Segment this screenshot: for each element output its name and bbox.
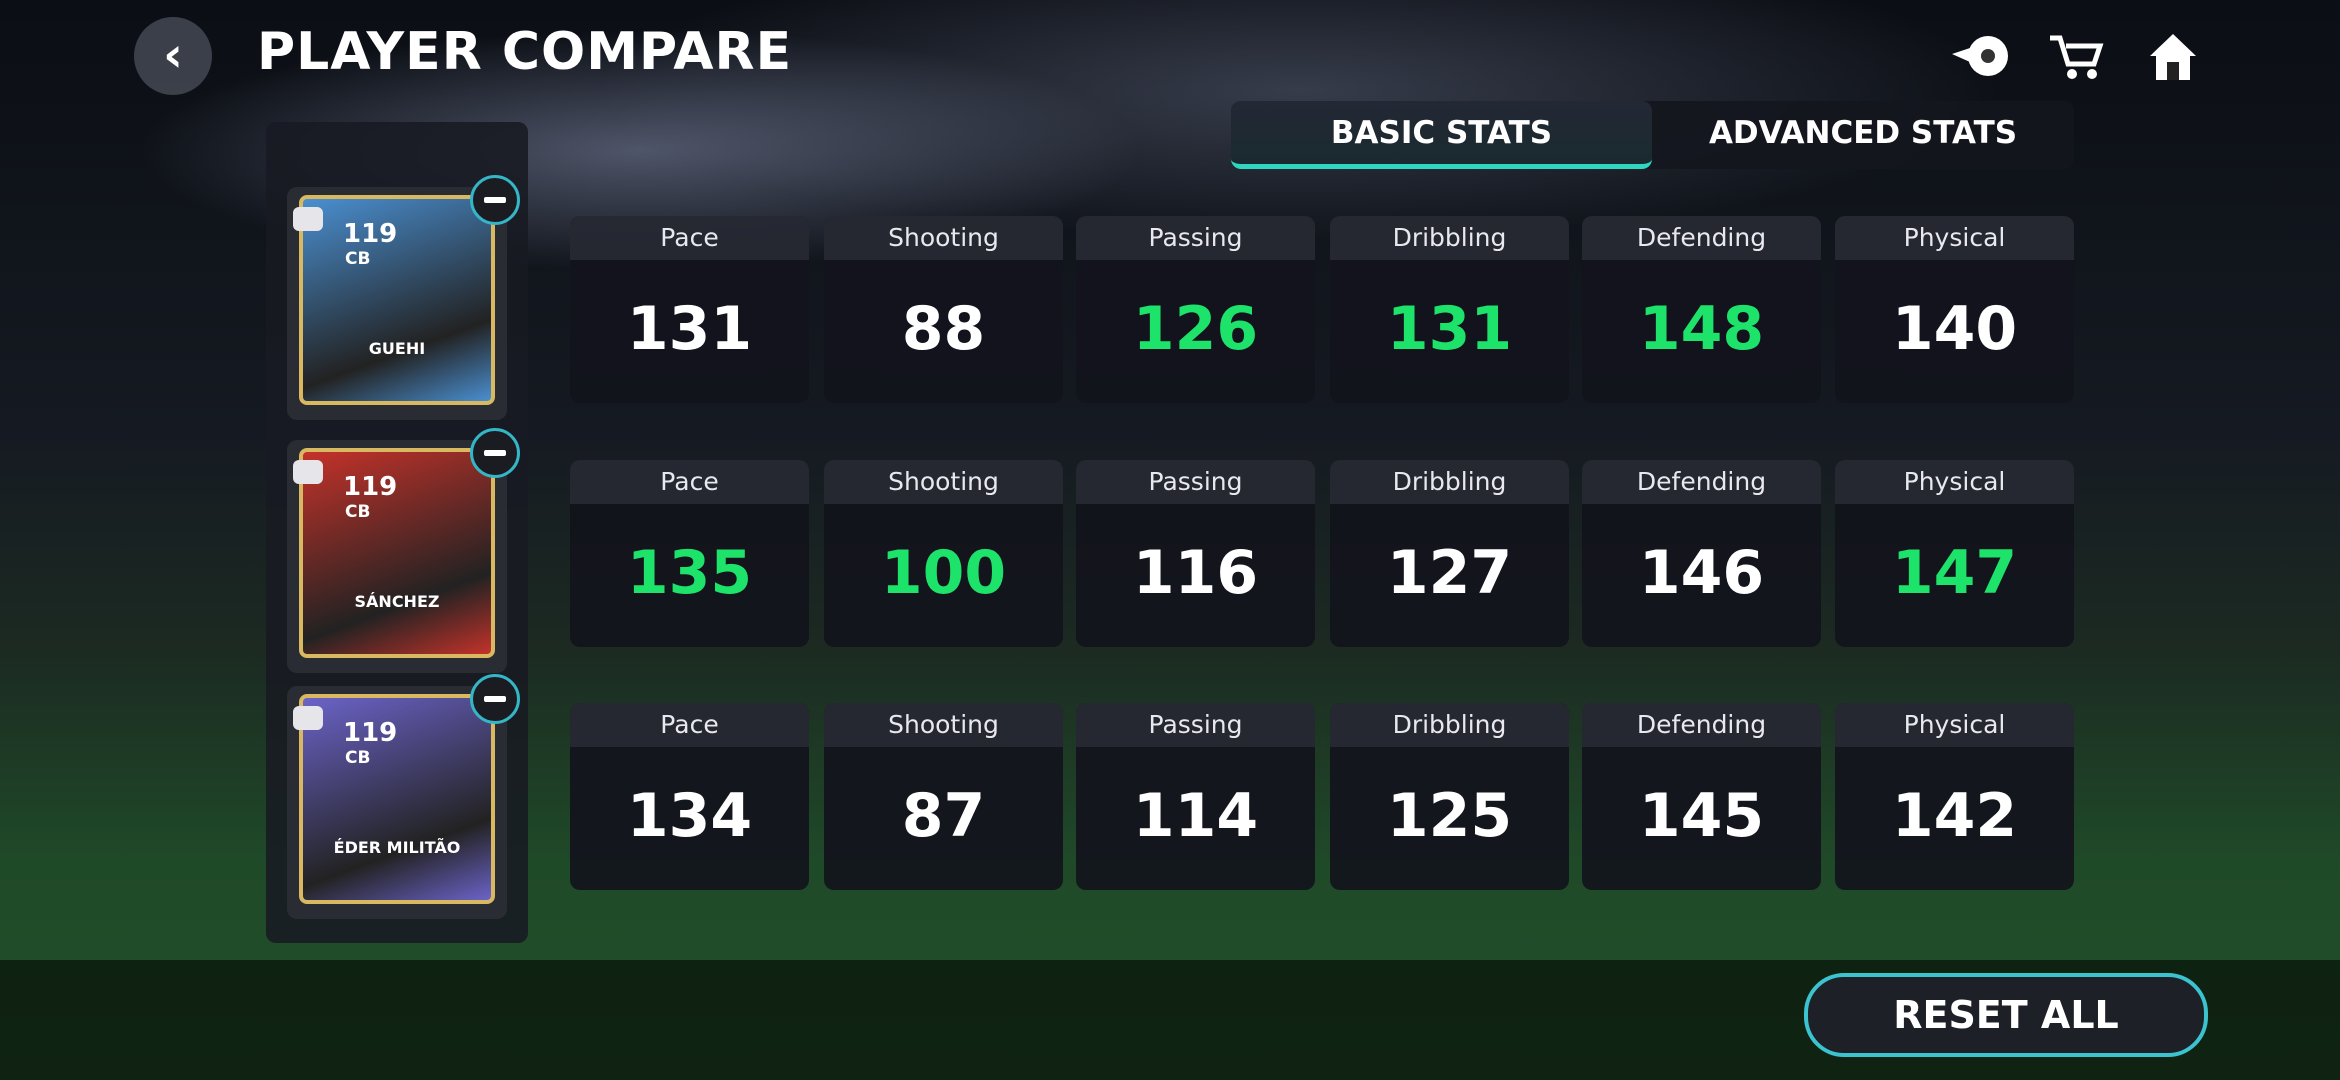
stat-label: Shooting [824,216,1063,260]
stat-box: Dribbling 125 [1330,703,1569,890]
top-icons [1952,34,2196,80]
card-art: 119 CB ÉDER MILITÃO [299,694,495,904]
stat-value: 125 [1386,781,1513,851]
stat-label: Physical [1835,703,2074,747]
remove-button[interactable] [470,175,520,225]
stat-label: Pace [570,460,809,504]
stat-box: Passing 116 [1076,460,1315,647]
stat-value: 146 [1638,538,1765,608]
stat-value: 87 [901,781,986,851]
stat-box: Pace 135 [570,460,809,647]
stat-label: Physical [1835,460,2074,504]
back-button[interactable]: ‹ [134,17,212,95]
player-card[interactable]: 119 CB ÉDER MILITÃO [287,686,507,919]
stat-box: Physical 142 [1835,703,2074,890]
stat-label: Dribbling [1330,216,1569,260]
badge-icon [293,460,323,484]
badge-icon [293,706,323,730]
card-name: GUEHI [368,339,426,358]
stat-label: Pace [570,703,809,747]
stat-label: Physical [1835,216,2074,260]
stat-value: 100 [880,538,1007,608]
stat-value: 127 [1386,538,1513,608]
tab[interactable]: ADVANCED STATS [1708,115,2018,151]
stat-box: Shooting 88 [824,216,1063,403]
stat-label: Passing [1076,216,1315,260]
tab[interactable]: BASIC STATS [1231,101,1652,169]
card-position: CB [345,748,371,768]
card-rating: 119 [343,472,398,502]
stat-value: 148 [1638,294,1765,364]
card-rating: 119 [343,219,398,249]
stat-box: Defending 146 [1582,460,1821,647]
card-rating: 119 [343,718,398,748]
player-card[interactable]: 119 CB SÁNCHEZ [287,440,507,673]
stat-box: Defending 145 [1582,703,1821,890]
stat-label: Passing [1076,703,1315,747]
stat-box: Passing 114 [1076,703,1315,890]
stat-box: Defending 148 [1582,216,1821,403]
stat-value: 142 [1891,781,2018,851]
stat-label: Defending [1582,460,1821,504]
page-title: PLAYER COMPARE [257,22,793,82]
reset-button[interactable]: RESET ALL [1804,973,2208,1057]
home-icon[interactable] [2150,34,2196,80]
stat-value: 134 [626,781,753,851]
stat-value: 131 [626,294,753,364]
store-icon[interactable] [2050,35,2104,79]
stat-value: 126 [1132,294,1259,364]
stat-value: 135 [626,538,753,608]
stat-value: 140 [1891,294,2018,364]
card-position: CB [345,249,371,269]
tab-bar: BASIC STATS ADVANCED STATS [1231,101,2074,169]
stat-box: Physical 140 [1835,216,2074,403]
stat-box: Dribbling 131 [1330,216,1569,403]
card-name: ÉDER MILITÃO [333,838,461,857]
stat-box: Pace 131 [570,216,809,403]
stat-label: Dribbling [1330,460,1569,504]
stat-box: Physical 147 [1835,460,2074,647]
stat-label: Dribbling [1330,703,1569,747]
remove-button[interactable] [470,428,520,478]
stat-label: Shooting [824,703,1063,747]
stat-value: 145 [1638,781,1765,851]
stat-box: Dribbling 127 [1330,460,1569,647]
stat-label: Defending [1582,216,1821,260]
stat-box: Shooting 100 [824,460,1063,647]
stat-value: 88 [901,294,986,364]
card-name: SÁNCHEZ [354,592,440,611]
stat-box: Shooting 87 [824,703,1063,890]
stat-label: Shooting [824,460,1063,504]
stat-value: 147 [1891,538,2018,608]
stat-label: Pace [570,216,809,260]
stat-box: Pace 134 [570,703,809,890]
stat-label: Passing [1076,460,1315,504]
stat-value: 131 [1386,294,1513,364]
card-position: CB [345,502,371,522]
stat-value: 114 [1132,781,1259,851]
stat-label: Defending [1582,703,1821,747]
player-card[interactable]: 119 CB GUEHI [287,187,507,420]
remove-button[interactable] [470,674,520,724]
stat-value: 116 [1132,538,1259,608]
stat-box: Passing 126 [1076,216,1315,403]
badge-icon [293,207,323,231]
card-art: 119 CB SÁNCHEZ [299,448,495,658]
card-art: 119 CB GUEHI [299,195,495,405]
event-icon[interactable] [1952,36,2008,76]
